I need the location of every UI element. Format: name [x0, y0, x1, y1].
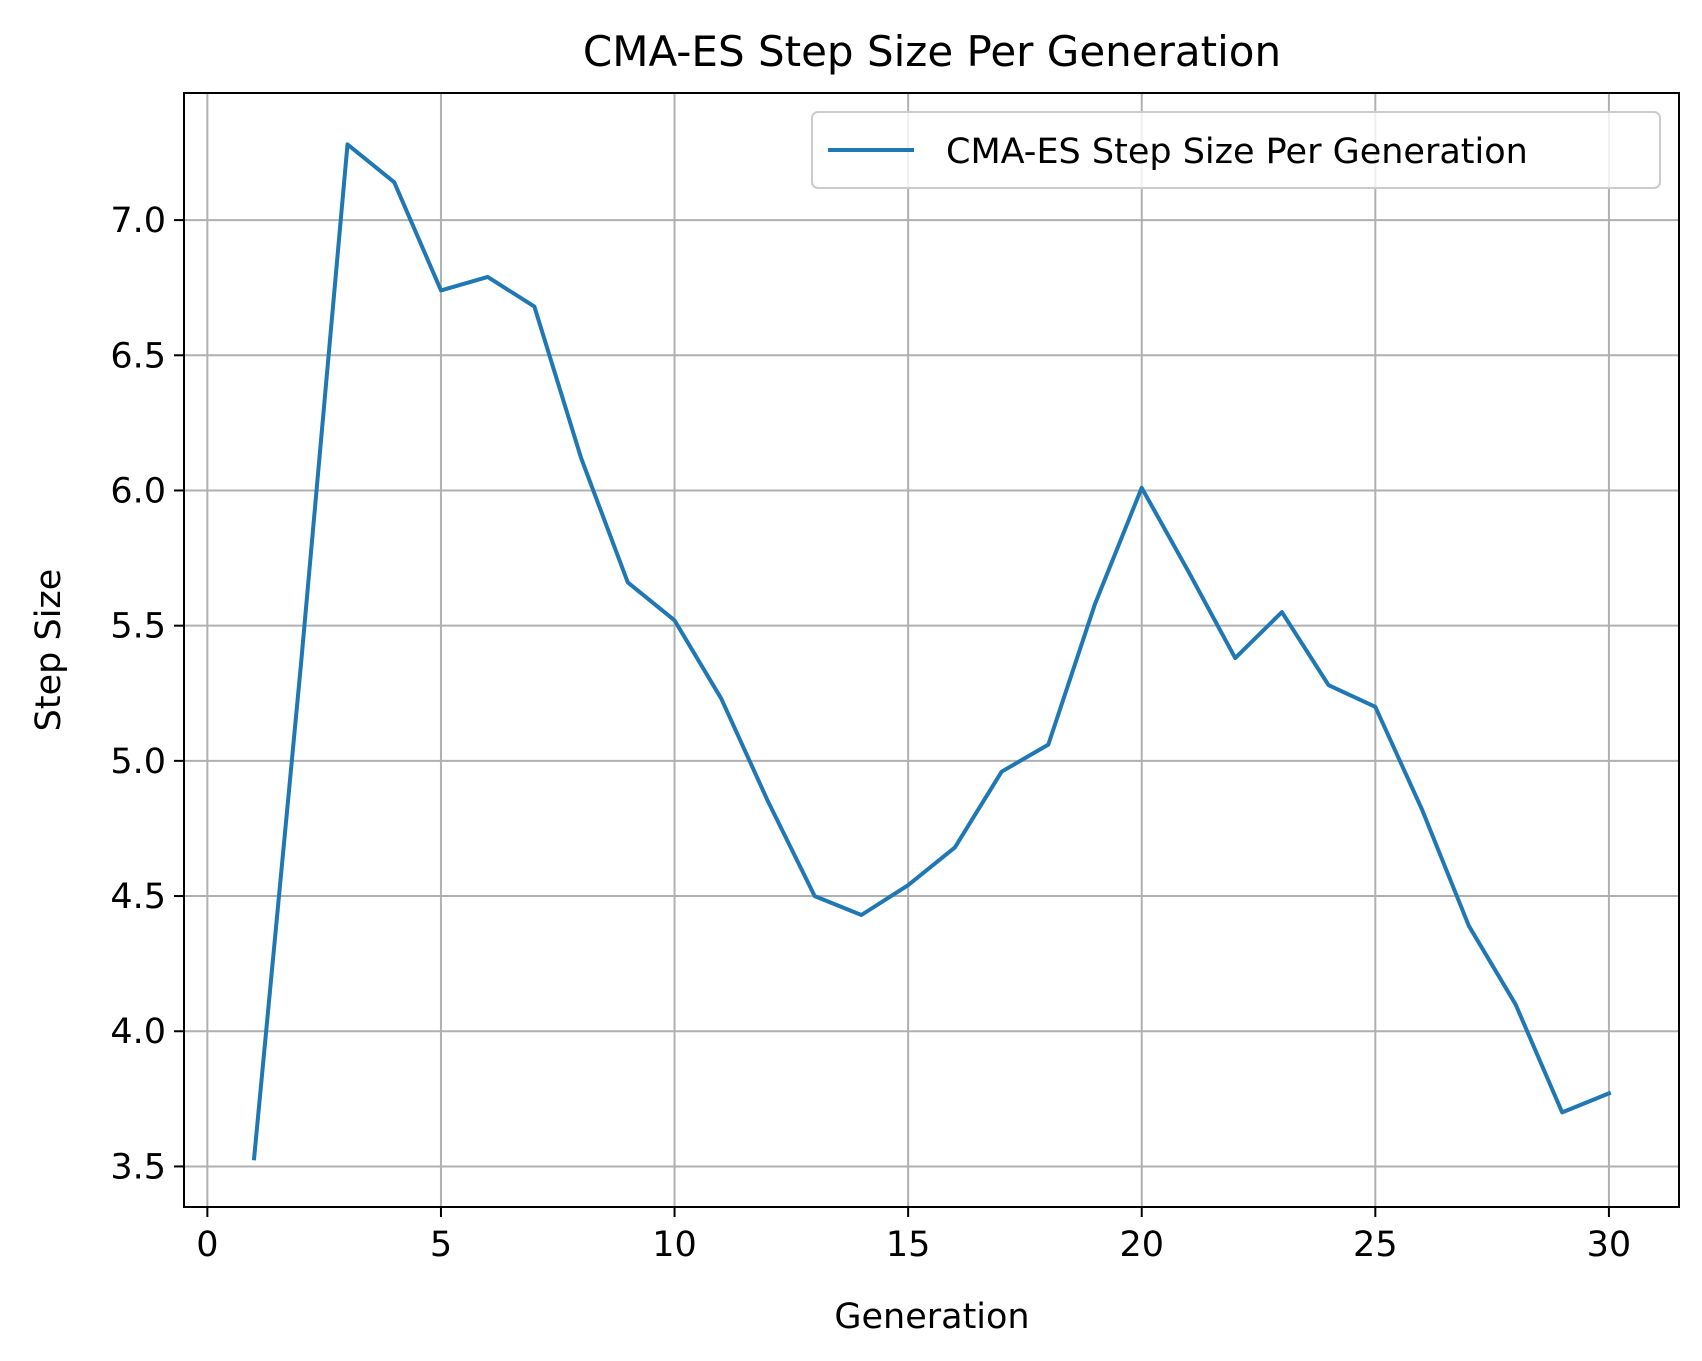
- series-layer: [251, 142, 1612, 1161]
- axis-ticks: 0 5 10 15 20 25 30 3.5 4.0 4.5 5.0 5.5 6.0 6.5 7.0: [110, 201, 1631, 1265]
- legend: CMA-ES Step Size Per Generation: [811, 111, 1661, 189]
- x-tick-label: 5: [430, 1225, 452, 1265]
- legend-box: [811, 111, 1661, 189]
- x-tick-label: 25: [1353, 1225, 1398, 1265]
- x-tick-label: 10: [652, 1225, 697, 1265]
- y-tick-label: 4.0: [110, 1012, 166, 1052]
- x-tick-label: 15: [886, 1225, 931, 1265]
- y-tick-label: 7.0: [110, 201, 166, 241]
- plot-area: [183, 92, 1680, 1208]
- x-axis-label: Generation: [834, 1297, 1029, 1337]
- legend-entry-label: CMA-ES Step Size Per Generation: [946, 132, 1528, 172]
- y-tick-label: 5.5: [110, 607, 166, 647]
- series-line: [251, 142, 1612, 1161]
- y-tick-label: 3.5: [110, 1147, 166, 1187]
- y-tick-label: 4.5: [110, 877, 166, 917]
- chart-title: CMA-ES Step Size Per Generation: [583, 27, 1281, 76]
- y-axis-label: Step Size: [29, 569, 69, 732]
- y-tick-label: 5.0: [110, 742, 166, 782]
- y-tick-label: 6.5: [110, 336, 166, 376]
- x-tick-label: 30: [1587, 1225, 1632, 1265]
- y-tick-label: 6.0: [110, 471, 166, 511]
- x-tick-label: 0: [196, 1225, 218, 1265]
- x-tick-label: 20: [1119, 1225, 1164, 1265]
- grid: [184, 93, 1679, 1207]
